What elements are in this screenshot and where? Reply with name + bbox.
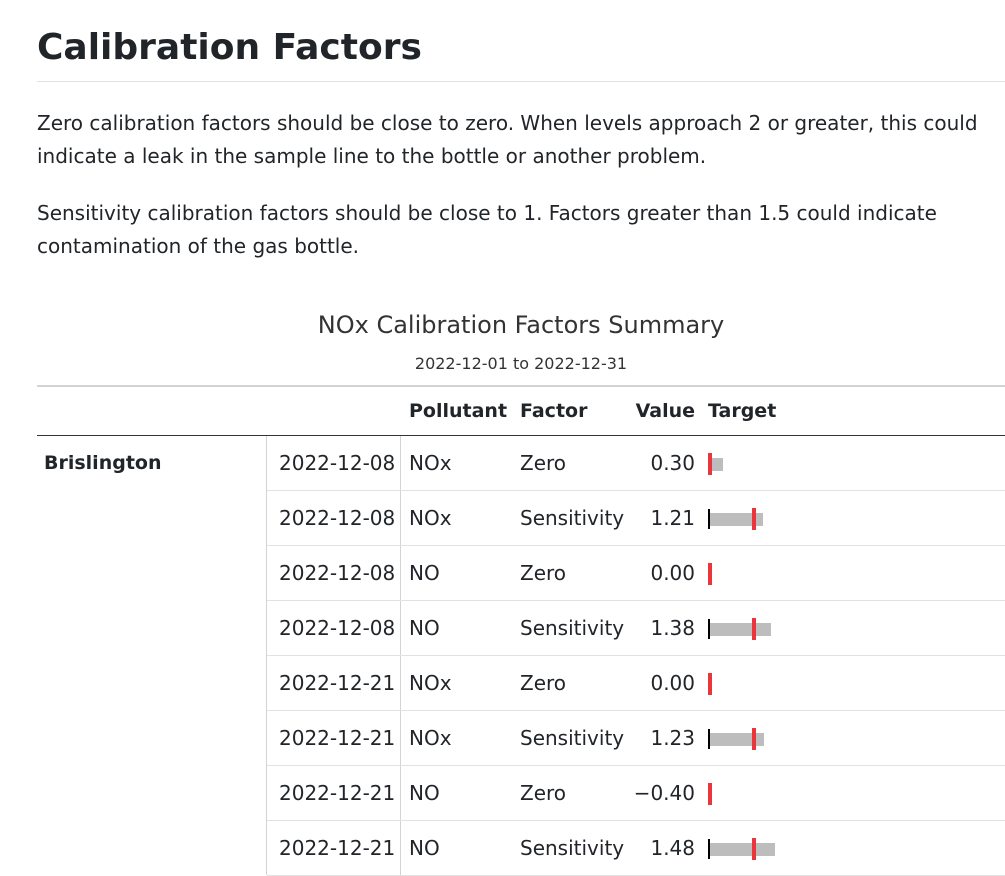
table-row: 2022-12-08 NO Zero 0.00 bbox=[267, 546, 1005, 601]
value-cell: −0.40 bbox=[633, 781, 695, 805]
table-row: 2022-12-21 NO Sensitivity 1.48 bbox=[267, 821, 1005, 876]
target-marker bbox=[752, 838, 756, 860]
factor-cell: Sensitivity bbox=[520, 726, 625, 750]
pollutant-cell: NOx bbox=[409, 726, 452, 750]
zero-baseline bbox=[708, 729, 710, 749]
date-cell: 2022-12-08 bbox=[279, 451, 396, 475]
group-label-site: Brislington bbox=[44, 452, 162, 474]
date-cell: 2022-12-08 bbox=[279, 616, 396, 640]
table-row: 2022-12-21 NOx Sensitivity 1.23 bbox=[267, 711, 1005, 766]
target-bullet bbox=[708, 728, 808, 750]
value-cell: 0.00 bbox=[650, 561, 695, 585]
sensitivity-factor-description: Sensitivity calibration factors should b… bbox=[37, 201, 937, 258]
target-bullet bbox=[708, 838, 808, 860]
target-marker bbox=[708, 673, 712, 695]
date-cell: 2022-12-21 bbox=[279, 671, 396, 695]
factor-cell: Sensitivity bbox=[520, 836, 625, 860]
pollutant-cell: NO bbox=[409, 781, 440, 805]
date-cell: 2022-12-08 bbox=[279, 561, 396, 585]
pollutant-cell: NOx bbox=[409, 506, 452, 530]
factor-cell: Zero bbox=[520, 451, 567, 475]
pollutant-cell: NOx bbox=[409, 671, 452, 695]
value-cell: 1.23 bbox=[650, 726, 695, 750]
value-bar bbox=[710, 733, 764, 746]
pollutant-cell: NO bbox=[409, 616, 440, 640]
zero-baseline bbox=[708, 509, 710, 529]
table-row: 2022-12-08 NO Sensitivity 1.38 bbox=[267, 601, 1005, 656]
target-marker bbox=[752, 618, 756, 640]
target-bullet bbox=[708, 453, 808, 475]
target-marker bbox=[708, 453, 712, 475]
date-cell: 2022-12-21 bbox=[279, 781, 396, 805]
value-cell: 0.30 bbox=[650, 451, 695, 475]
value-bar bbox=[710, 843, 775, 856]
table-title: NOx Calibration Factors Summary bbox=[317, 311, 725, 339]
page-title: Calibration Factors bbox=[37, 27, 422, 68]
pollutant-cell: NO bbox=[409, 836, 440, 860]
table-row: 2022-12-08 NOx Zero 0.30 bbox=[267, 436, 1005, 491]
column-header-pollutant: Pollutant bbox=[409, 400, 508, 422]
value-bar bbox=[710, 458, 723, 471]
value-cell: 0.00 bbox=[650, 671, 695, 695]
zero-baseline bbox=[708, 619, 710, 639]
target-bullet bbox=[708, 673, 808, 695]
value-cell: 1.48 bbox=[650, 836, 695, 860]
table-row: 2022-12-21 NOx Zero 0.00 bbox=[267, 656, 1005, 711]
table-header-rule bbox=[37, 435, 1005, 436]
column-header-value: Value bbox=[635, 400, 695, 422]
column-header-factor: Factor bbox=[520, 400, 588, 422]
value-bar bbox=[710, 623, 771, 636]
table-row: 2022-12-21 NO Zero −0.40 bbox=[267, 766, 1005, 821]
pollutant-cell: NO bbox=[409, 561, 440, 585]
factor-cell: Sensitivity bbox=[520, 506, 625, 530]
pollutant-cell: NOx bbox=[409, 451, 452, 475]
group-divider bbox=[266, 436, 267, 875]
factor-cell: Zero bbox=[520, 561, 567, 585]
factor-cell: Zero bbox=[520, 781, 567, 805]
factor-cell: Zero bbox=[520, 671, 567, 695]
value-cell: 1.21 bbox=[650, 506, 695, 530]
target-marker bbox=[708, 783, 712, 805]
zero-factor-description: Zero calibration factors should be close… bbox=[37, 111, 978, 168]
target-bullet bbox=[708, 508, 808, 530]
title-divider bbox=[37, 81, 1005, 82]
table-row: 2022-12-08 NOx Sensitivity 1.21 bbox=[267, 491, 1005, 546]
target-marker bbox=[752, 728, 756, 750]
target-marker bbox=[708, 563, 712, 585]
target-bullet bbox=[708, 618, 808, 640]
date-cell: 2022-12-21 bbox=[279, 726, 396, 750]
table-subtitle: 2022-12-01 to 2022-12-31 bbox=[414, 354, 628, 373]
table-top-rule bbox=[37, 385, 1005, 387]
date-cell: 2022-12-21 bbox=[279, 836, 396, 860]
value-cell: 1.38 bbox=[650, 616, 695, 640]
zero-baseline bbox=[708, 839, 710, 859]
target-bullet bbox=[708, 563, 808, 585]
value-bar bbox=[710, 513, 763, 526]
column-header-target: Target bbox=[708, 400, 777, 422]
date-cell: 2022-12-08 bbox=[279, 506, 396, 530]
target-bullet bbox=[708, 783, 808, 805]
factor-cell: Sensitivity bbox=[520, 616, 625, 640]
target-marker bbox=[752, 508, 756, 530]
